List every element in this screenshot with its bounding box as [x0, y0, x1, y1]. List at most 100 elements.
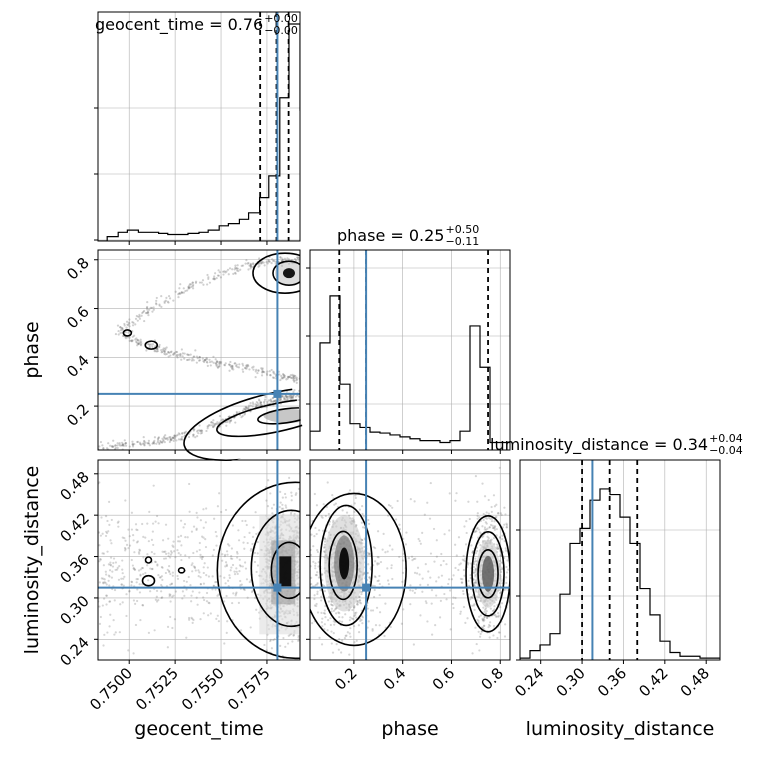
sample-point — [513, 544, 515, 546]
sample-point — [110, 518, 113, 522]
sample-point — [283, 257, 287, 260]
sample-point — [138, 548, 141, 551]
sample-point — [228, 363, 231, 366]
sample-point — [212, 548, 216, 551]
sample-point — [158, 304, 161, 307]
sample-point — [359, 602, 363, 605]
sample-point — [201, 357, 204, 360]
sample-point — [106, 631, 109, 634]
sample-point — [150, 343, 153, 346]
sample-point — [271, 400, 274, 403]
sample-point — [316, 590, 319, 593]
sample-point — [417, 537, 420, 541]
sample-point — [172, 353, 175, 356]
sample-point — [231, 563, 235, 567]
sample-point — [179, 553, 182, 557]
sample-point — [224, 271, 227, 274]
sample-point — [311, 622, 314, 625]
sample-point — [203, 359, 207, 362]
sample-point — [405, 531, 408, 534]
sample-point — [295, 381, 298, 384]
sample-point — [234, 267, 238, 270]
sample-point — [126, 323, 129, 326]
sample-point — [137, 569, 141, 572]
sample-point — [146, 564, 149, 567]
x-tick-label: 0.48 — [677, 664, 713, 700]
sample-point — [118, 565, 121, 568]
sample-point — [180, 544, 183, 547]
sample-point — [473, 560, 476, 563]
sample-point — [416, 566, 420, 569]
sample-point — [128, 445, 131, 448]
sample-point — [246, 407, 250, 410]
sample-point — [287, 258, 290, 261]
sample-point — [507, 568, 510, 571]
sample-point — [208, 358, 211, 361]
sample-point — [490, 505, 493, 509]
sample-point — [166, 646, 169, 649]
sample-point — [124, 444, 128, 447]
sample-point — [377, 556, 380, 559]
sample-point — [291, 640, 294, 643]
sample-point — [323, 623, 326, 626]
sample-point — [212, 277, 215, 280]
sample-point — [269, 374, 272, 377]
sample-point — [167, 351, 170, 354]
sample-point — [188, 510, 191, 513]
sample-point — [236, 264, 239, 267]
sample-point — [173, 434, 177, 437]
sample-point — [452, 606, 455, 610]
sample-point — [253, 551, 257, 555]
sample-point — [437, 576, 440, 579]
sample-point — [229, 364, 232, 367]
sample-point — [487, 498, 490, 502]
sample-point — [160, 305, 163, 308]
sample-point — [245, 259, 248, 262]
sample-point — [454, 499, 457, 502]
sample-point — [205, 356, 208, 360]
sample-point — [167, 537, 170, 540]
sample-point — [348, 653, 351, 656]
sample-point — [143, 439, 146, 443]
sample-point — [138, 552, 141, 555]
sample-point — [139, 338, 142, 341]
y-axis-label: phase — [21, 321, 43, 378]
sample-point — [297, 259, 300, 262]
sample-point — [267, 258, 270, 261]
sample-point — [258, 264, 261, 267]
sample-point — [111, 565, 115, 568]
sample-point — [301, 582, 303, 584]
sample-point — [261, 260, 264, 263]
sample-point — [345, 511, 349, 514]
sample-point — [228, 421, 231, 424]
sample-point — [294, 377, 297, 380]
sample-point — [147, 579, 150, 582]
sample-point — [476, 550, 479, 553]
sample-point — [144, 536, 147, 539]
sample-point — [144, 311, 148, 315]
sample-point — [183, 431, 186, 435]
sample-point — [263, 398, 267, 401]
sample-point — [167, 355, 170, 358]
sample-point — [491, 524, 494, 527]
sample-point — [106, 519, 109, 523]
sample-point — [273, 638, 276, 641]
sample-point — [487, 512, 490, 515]
sample-point — [234, 271, 237, 274]
sample-point — [288, 395, 292, 398]
sample-point — [188, 358, 191, 361]
sample-point — [332, 632, 335, 635]
sample-point — [199, 618, 202, 621]
sample-point — [177, 296, 180, 299]
sample-point — [203, 360, 206, 364]
sample-point — [136, 319, 139, 322]
sample-point — [326, 618, 330, 622]
sample-point — [197, 569, 200, 572]
sample-point — [215, 363, 218, 366]
sample-point — [476, 512, 479, 515]
sample-point — [270, 368, 273, 372]
sample-point — [421, 590, 424, 593]
sample-point — [187, 575, 190, 579]
sample-point — [424, 600, 427, 603]
sample-point — [124, 331, 127, 334]
